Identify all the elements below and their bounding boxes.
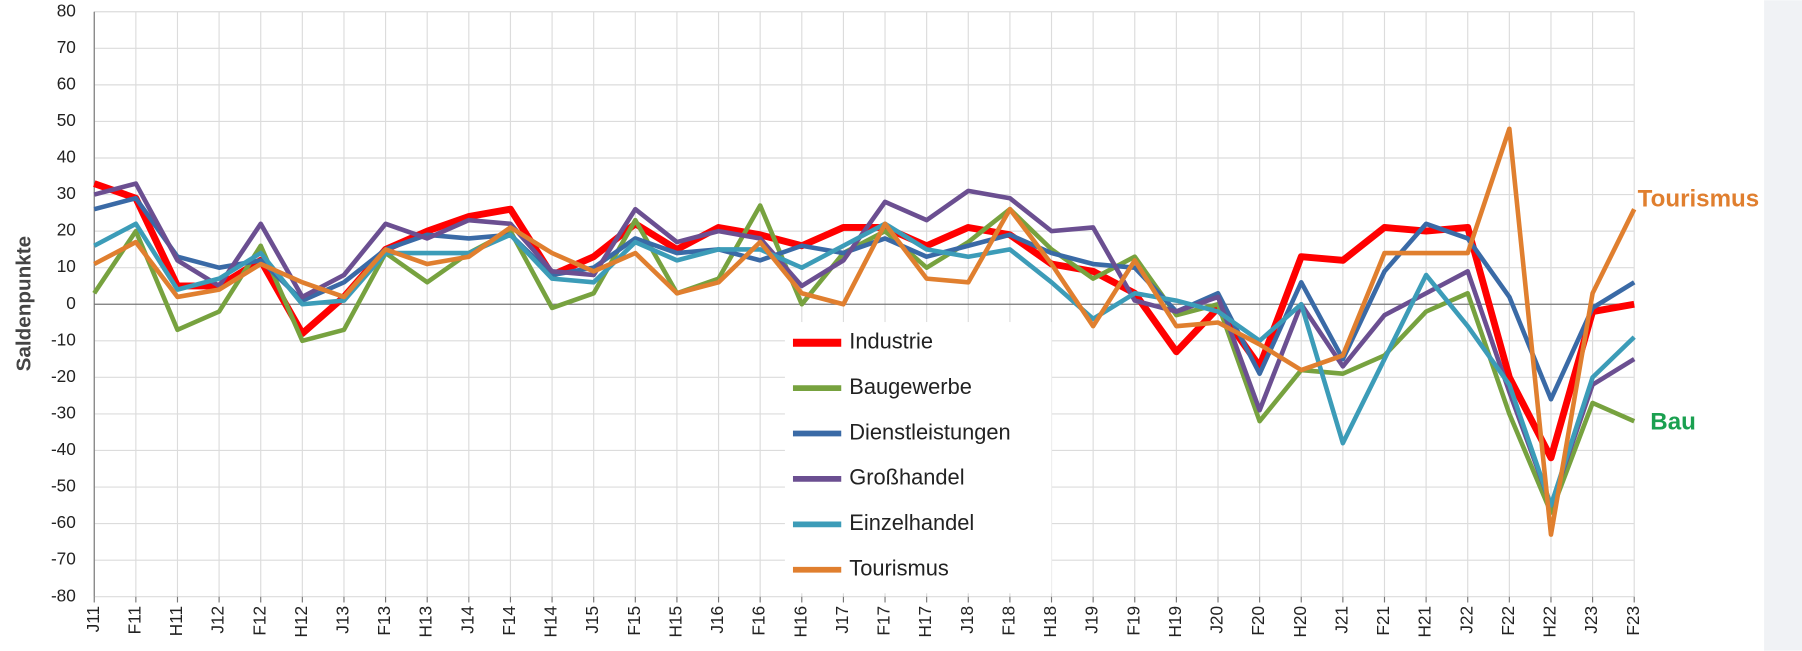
x-tick-label: F13 [374, 606, 394, 636]
legend-box [784, 322, 1052, 594]
legend: Industrie Baugewerbe Dienstleistungen Großh… [784, 322, 1052, 594]
legend-label: Tourismus [849, 555, 949, 580]
y-tick-label: -80 [51, 585, 76, 605]
y-tick-label: 40 [57, 147, 76, 167]
x-tick-label: J21 [1331, 606, 1351, 634]
x-tick-label: F23 [1623, 606, 1643, 636]
x-tick-label: J17 [832, 606, 852, 634]
legend-label: Industrie [849, 329, 933, 354]
legend-label: Großhandel [849, 465, 964, 490]
x-tick-label: F22 [1498, 606, 1518, 636]
x-tick-label: H19 [1165, 606, 1185, 638]
series-line [93, 221, 1636, 508]
y-tick-label: -60 [51, 512, 76, 532]
y-tick-label: 50 [57, 110, 76, 130]
y-tick-label: 80 [57, 0, 76, 20]
x-tick-label: J12 [208, 606, 228, 634]
legend-label: Baugewerbe [849, 374, 972, 399]
y-tick-label: 30 [57, 183, 76, 203]
x-tick-label: H12 [291, 606, 311, 638]
side-strip [1764, 0, 1802, 651]
y-tick-label: 70 [57, 37, 76, 57]
series-line [92, 203, 1636, 515]
y-tick-label: -70 [51, 549, 76, 569]
x-tick-label: H14 [541, 605, 561, 637]
x-tick-label: J19 [1082, 606, 1102, 634]
y-tick-label: -10 [51, 329, 76, 349]
x-tick-label: F11 [124, 606, 144, 634]
annotation: Tourismus [1638, 186, 1760, 213]
x-tick-label: F15 [624, 606, 644, 636]
x-tick-label: H20 [1290, 606, 1310, 638]
x-tick-label: F20 [1248, 606, 1268, 636]
legend-label: Einzelhandel [849, 510, 974, 535]
series-line [93, 126, 1637, 537]
x-tick-label: H13 [416, 606, 436, 638]
x-tick-label: J23 [1581, 606, 1601, 634]
x-tick-label: J13 [333, 606, 353, 634]
x-tick-label: J15 [582, 606, 602, 634]
x-tick-label: F18 [998, 606, 1018, 636]
annotation: Bau [1650, 409, 1696, 436]
x-tick-label: H16 [790, 606, 810, 638]
series-line [93, 195, 1636, 402]
x-tick-label: H18 [1040, 606, 1060, 638]
y-tick-label: 0 [66, 293, 76, 313]
x-tick-label: H22 [1540, 606, 1560, 638]
y-tick-label: -30 [51, 402, 76, 422]
x-tick-label: F12 [249, 606, 269, 636]
x-tick-label: J14 [457, 605, 477, 633]
x-tick-label: F14 [499, 605, 519, 635]
series-line [93, 181, 1636, 508]
x-tick-label: J20 [1207, 606, 1227, 634]
y-axis-label: Saldenpunkte [13, 236, 36, 372]
x-tick-label: H11 [166, 606, 186, 636]
y-tick-label: -40 [51, 439, 76, 459]
legend-label: Dienstleistungen [849, 419, 1010, 444]
x-tick-label: H15 [665, 606, 685, 638]
y-tick-label: -50 [51, 476, 76, 496]
x-tick-label: J16 [707, 606, 727, 634]
y-tick-label: -20 [51, 366, 76, 386]
x-tick-label: H21 [1415, 606, 1435, 638]
y-tick-label: 20 [57, 220, 76, 240]
x-tick-label: J22 [1456, 606, 1476, 634]
x-tick-label: F16 [749, 606, 769, 636]
x-tick-label: H17 [915, 606, 935, 638]
y-tick-label: 10 [57, 256, 76, 276]
y-tick-label: 60 [57, 73, 76, 93]
x-tick-label: F21 [1373, 606, 1393, 636]
x-tick-label: J18 [957, 606, 977, 634]
x-tick-label: F19 [1123, 606, 1143, 636]
x-tick-label: F17 [874, 606, 894, 636]
x-tick-label: J11 [83, 606, 103, 632]
